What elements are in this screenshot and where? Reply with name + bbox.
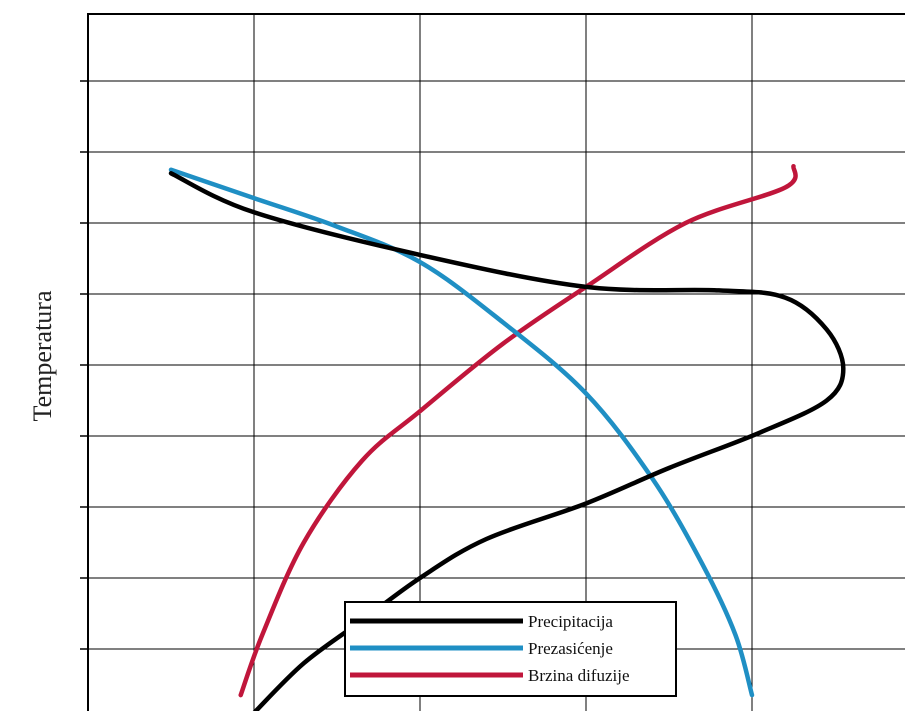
y-ticks bbox=[80, 80, 88, 650]
legend: Precipitacija Prezasićenje Brzina difuzi… bbox=[344, 601, 677, 697]
series-line-brzina-difuzije bbox=[238, 163, 798, 698]
curves bbox=[168, 163, 846, 711]
plot-frame bbox=[87, 13, 905, 711]
legend-label-prezasicenje: Prezasićenje bbox=[528, 639, 613, 658]
series-line-precipitacija bbox=[168, 171, 846, 711]
series-line-prezasi-enje bbox=[168, 167, 755, 698]
legend-label-precipitacija: Precipitacija bbox=[528, 612, 613, 631]
y-axis-label: Temperatura bbox=[28, 290, 57, 421]
legend-label-brzina-difuzije: Brzina difuzije bbox=[528, 666, 630, 685]
